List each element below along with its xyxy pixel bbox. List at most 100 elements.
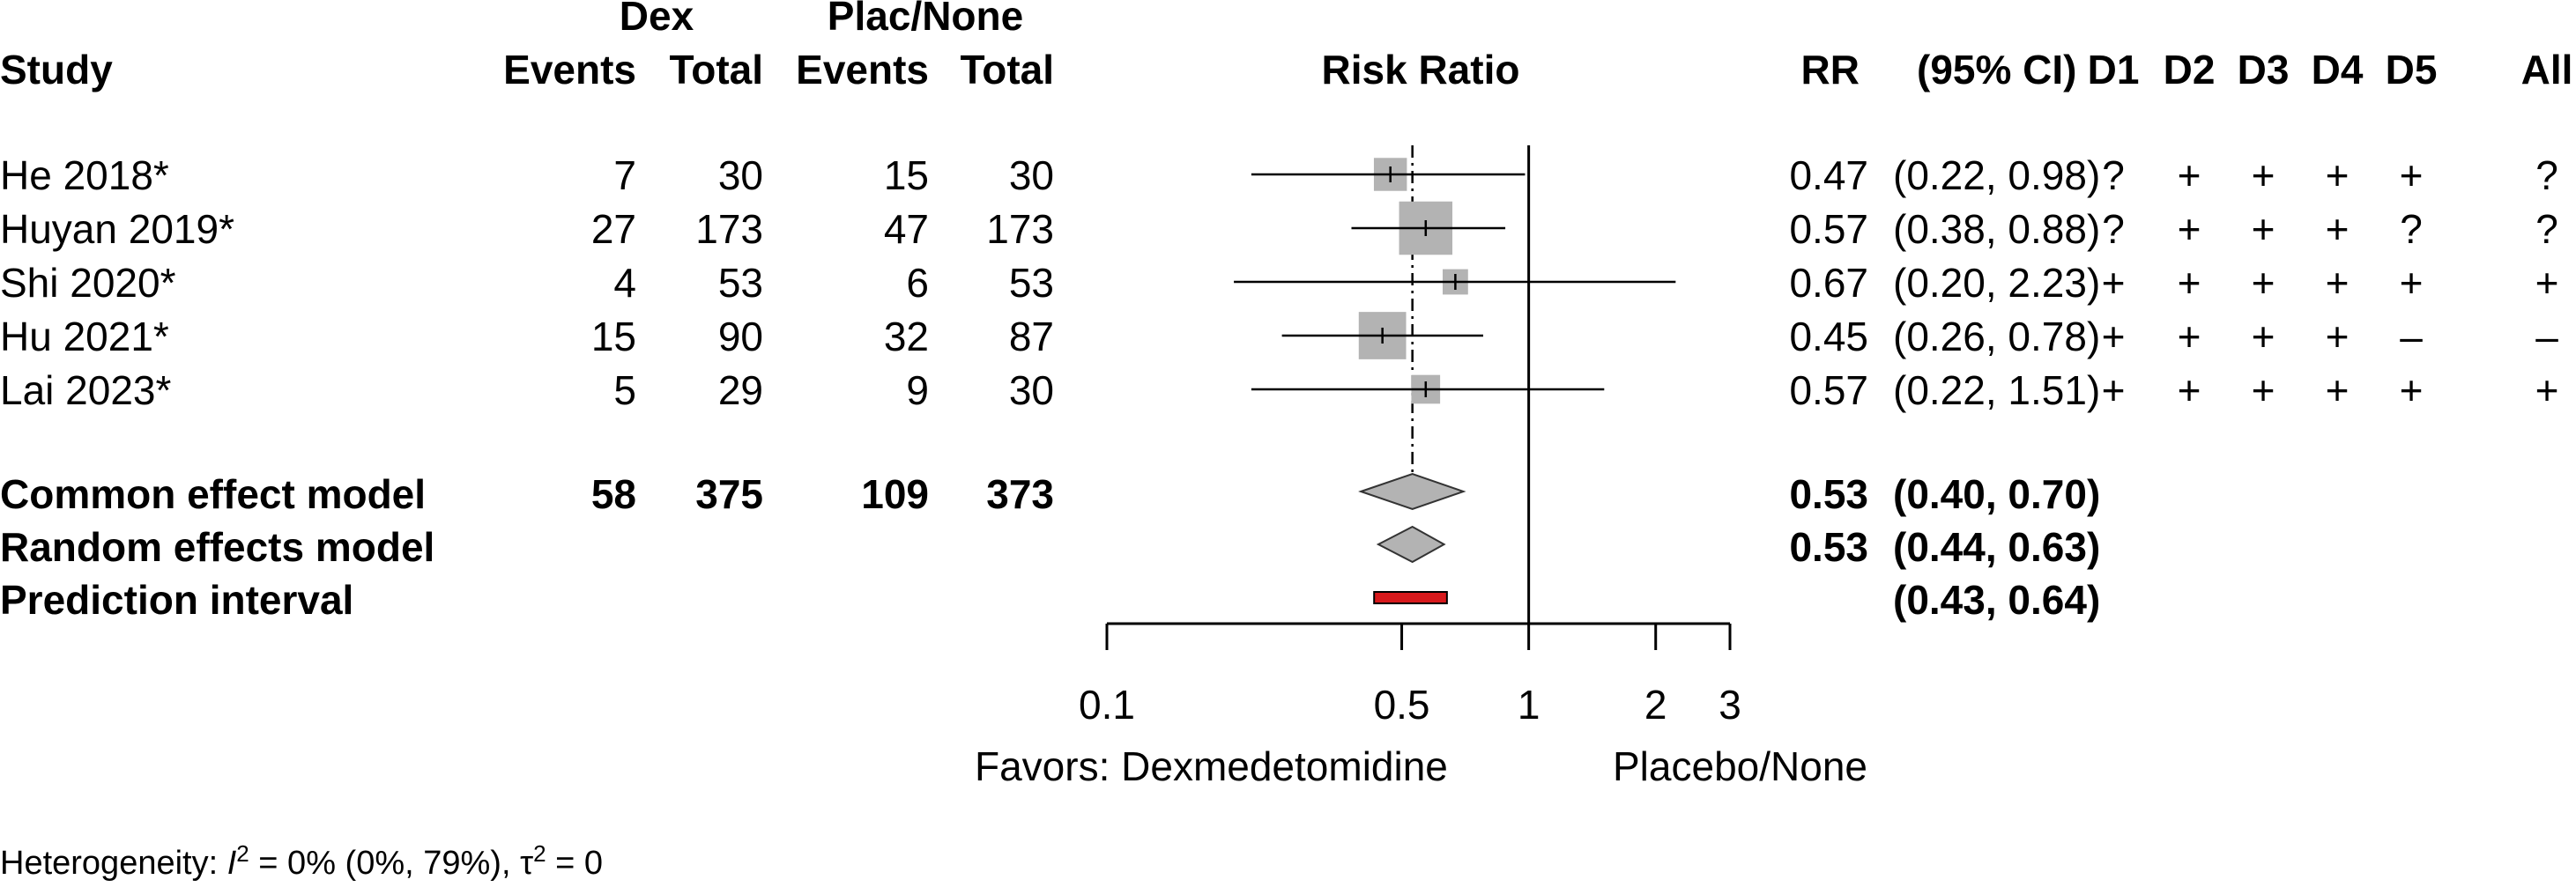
rob-judgement: + <box>2252 367 2275 413</box>
rr-value: 0.57 <box>1789 206 1868 252</box>
rob-judgement: + <box>2326 206 2350 252</box>
total2: 30 <box>1009 367 1054 413</box>
study-row: Hu 2021* 15 90 32 87 0.45 (0.26, 0.78) + + + + – – <box>0 314 2558 359</box>
rob-judgement: + <box>2102 367 2126 413</box>
group1-header: Dex <box>620 0 694 39</box>
rob-judgement: – <box>2535 314 2558 359</box>
rob-judgement: + <box>2252 314 2275 359</box>
axis-tick-label: 1 <box>1518 682 1540 728</box>
total2: 87 <box>1009 314 1054 359</box>
prediction-interval-bar <box>1373 591 1448 604</box>
total1: 173 <box>695 206 763 252</box>
study-rows: He 2018* 7 30 15 30 0.47 (0.22, 0.98)? + + + + ?Huy… <box>0 152 2558 413</box>
common-effect-label: Common effect model <box>0 471 426 517</box>
ci-header: (95% CI) <box>1917 47 2076 92</box>
random-effects-diamond <box>1376 525 1446 564</box>
rob-header-all: All <box>2521 47 2573 92</box>
rob-judgement: + <box>2102 260 2126 306</box>
rob-judgement: + <box>2400 367 2424 413</box>
column-headers: Dex Plac/None Study Events Total Events … <box>0 0 2572 92</box>
rr-value: 0.67 <box>1789 260 1868 306</box>
rob-judgement: + <box>2535 260 2559 306</box>
rob-header-d3: D3 <box>2238 47 2290 92</box>
ci-value: (0.22, 0.98) <box>1893 152 2100 198</box>
rr-header: RR <box>1801 47 1860 92</box>
study-row: Lai 2023* 5 29 9 30 0.57 (0.22, 1.51) + + + + + + <box>0 367 2558 413</box>
common-effect-diamond <box>1358 472 1466 511</box>
events2: 32 <box>884 314 929 359</box>
rob-judgement: + <box>2252 206 2275 252</box>
axis-tick-label: 0.1 <box>1079 682 1135 728</box>
events2-header: Events <box>796 47 929 92</box>
total2: 53 <box>1009 260 1054 306</box>
ci-value: (0.26, 0.78) <box>1893 314 2100 359</box>
rob-judgement: ? <box>2535 206 2558 252</box>
study-name: Hu 2021* <box>0 314 169 359</box>
common-rr: 0.53 <box>1789 471 1868 517</box>
plot-area <box>1234 145 1676 624</box>
common-events2: 109 <box>861 471 929 517</box>
events2: 9 <box>906 367 929 413</box>
total2: 173 <box>986 206 1054 252</box>
random-rr: 0.53 <box>1789 524 1868 570</box>
rob-judgement: + <box>2178 367 2201 413</box>
i2-superscript: 2 <box>236 840 249 867</box>
rob-judgement: + <box>2178 152 2201 198</box>
random-ci: (0.44, 0.63) <box>1893 524 2100 570</box>
heterogeneity-prefix: Heterogeneity: <box>0 845 227 882</box>
rob-judgement: + <box>2252 260 2275 306</box>
events2: 47 <box>884 206 929 252</box>
common-effect-row: Common effect model 58 375 109 373 0.53 … <box>0 471 2100 517</box>
rob-header-d4: D4 <box>2312 47 2364 92</box>
axis-tick-label: 2 <box>1644 682 1667 728</box>
rob-header-d1: D1 <box>2088 47 2140 92</box>
heterogeneity-text: Heterogeneity: I2 = 0% (0%, 79%), τ2 = 0 <box>0 840 603 882</box>
common-ci: (0.40, 0.70) <box>1893 471 2100 517</box>
risk-of-bias-headers: D1 D2 D3 D4 D5 All <box>2088 47 2573 92</box>
favors-right-label: Placebo/None <box>1613 743 1867 789</box>
study-header: Study <box>0 47 113 92</box>
group2-header: Plac/None <box>828 0 1023 39</box>
rob-judgement: + <box>2326 152 2350 198</box>
common-events1: 58 <box>591 471 636 517</box>
events1: 4 <box>613 260 636 306</box>
rr-value: 0.45 <box>1789 314 1868 359</box>
total1: 53 <box>718 260 763 306</box>
total1: 30 <box>718 152 763 198</box>
tau-superscript: 2 <box>533 840 546 867</box>
ci-value: (0.38, 0.88) <box>1893 206 2100 252</box>
study-row: Huyan 2019* 27 173 47 173 0.57 (0.38, 0.88)? + +… <box>0 206 2558 252</box>
rob-judgement: ? <box>2400 206 2423 252</box>
prediction-interval-row: Prediction interval (0.43, 0.64) <box>0 577 2100 623</box>
rob-judgement: + <box>2178 206 2201 252</box>
rob-judgement: + <box>2400 152 2424 198</box>
total2-header: Total <box>961 47 1054 92</box>
rob-judgement: + <box>2326 314 2350 359</box>
events1: 5 <box>613 367 636 413</box>
rob-judgement: ? <box>2102 152 2125 198</box>
rr-value: 0.57 <box>1789 367 1868 413</box>
events2: 15 <box>884 152 929 198</box>
rob-judgement: + <box>2178 260 2201 306</box>
rob-judgement: + <box>2326 367 2350 413</box>
rr-value: 0.47 <box>1789 152 1868 198</box>
rob-judgement: – <box>2400 314 2423 359</box>
random-effects-label: Random effects model <box>0 524 434 570</box>
events1: 7 <box>613 152 636 198</box>
rob-judgement: + <box>2535 367 2559 413</box>
ci-value: (0.22, 1.51) <box>1893 367 2100 413</box>
favors-left-label: Favors: Dexmedetomidine <box>975 743 1448 789</box>
axis-tick-label: 0.5 <box>1374 682 1430 728</box>
rob-judgement: + <box>2252 152 2275 198</box>
tau-value: = 0 <box>546 845 603 882</box>
risk-ratio-header: Risk Ratio <box>1322 47 1520 92</box>
total2: 30 <box>1009 152 1054 198</box>
rob-header-d2: D2 <box>2164 47 2216 92</box>
rob-judgement: + <box>2178 314 2201 359</box>
total1: 29 <box>718 367 763 413</box>
rob-judgement: ? <box>2535 152 2558 198</box>
pooled-rows: Common effect model 58 375 109 373 0.53 … <box>0 471 2100 623</box>
study-name: He 2018* <box>0 152 169 198</box>
total1: 90 <box>718 314 763 359</box>
